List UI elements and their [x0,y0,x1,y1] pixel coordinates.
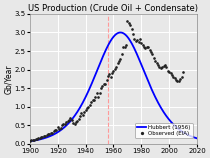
Line: Observed (EIA): Observed (EIA) [29,20,184,142]
Hubbert (1956) [127,38,130,40]
Hubbert (1956) [119,32,122,33]
Hubbert (1956) [104,50,107,52]
Hubbert (1956) [58,130,61,132]
Hubbert (1956) [155,98,157,100]
Observed (EIA) [29,140,31,142]
Observed (EIA) [178,80,180,82]
Hubbert (1956) [196,137,198,139]
Observed (EIA) [118,61,120,62]
Observed (EIA) [68,119,70,121]
Observed (EIA) [100,87,102,89]
Observed (EIA) [126,20,129,22]
Title: US Production (Crude Oil + Condensate): US Production (Crude Oil + Condensate) [29,4,198,13]
Y-axis label: Gb/Year: Gb/Year [4,64,13,94]
Hubbert (1956) [140,65,143,67]
Legend: Hubbert (1956), Observed (EIA): Hubbert (1956), Observed (EIA) [135,123,193,138]
Hubbert (1956) [72,117,74,119]
Line: Hubbert (1956): Hubbert (1956) [30,33,197,141]
Observed (EIA) [63,123,66,125]
Hubbert (1956) [29,140,31,142]
Observed (EIA) [182,71,184,73]
Observed (EIA) [86,107,88,109]
